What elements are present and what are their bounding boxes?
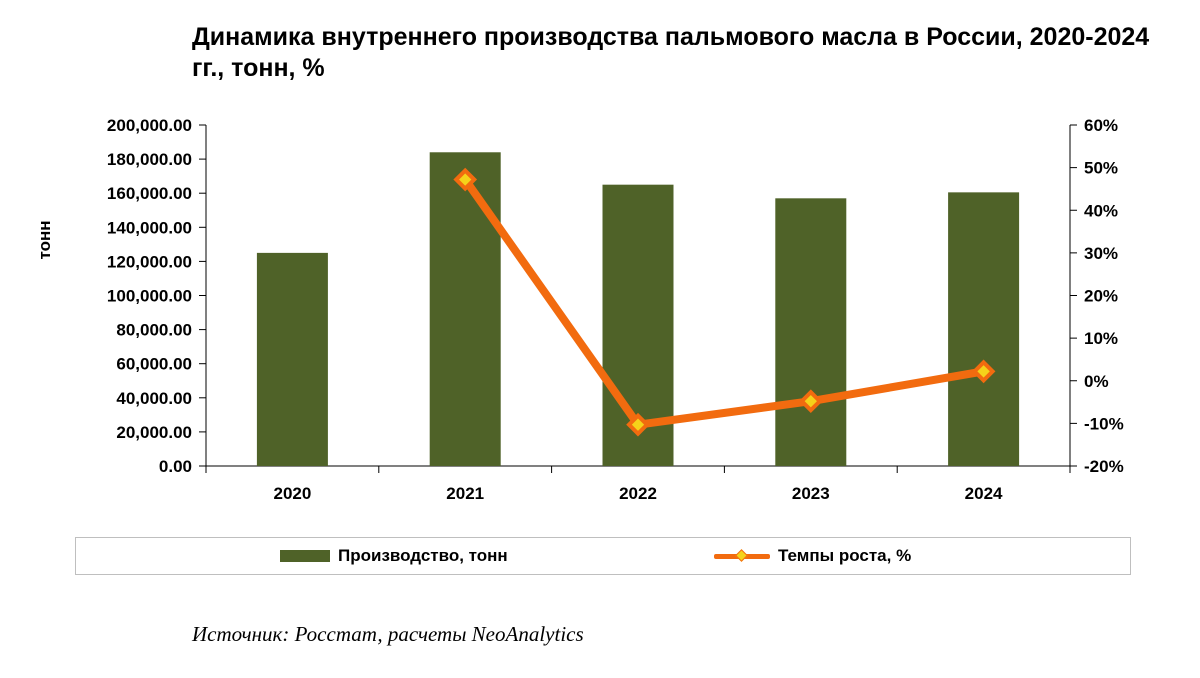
legend-label-production: Производство, тонн: [338, 546, 508, 565]
y2-tick-label: -20%: [1084, 457, 1124, 476]
x-tick-label: 2021: [446, 484, 484, 503]
y2-tick-label: 10%: [1084, 329, 1118, 348]
x-tick-label: 2023: [792, 484, 830, 503]
y-tick-label: 160,000.00: [107, 184, 192, 203]
growth-marker: [453, 167, 478, 192]
growth-marker: [798, 389, 823, 414]
y-tick-label: 40,000.00: [116, 389, 192, 408]
y-tick-label: 200,000.00: [107, 116, 192, 135]
growth-marker: [626, 412, 650, 437]
y2-tick-label: 30%: [1084, 244, 1118, 263]
y2-tick-label: 50%: [1084, 159, 1118, 178]
y2-tick-label: 0%: [1084, 372, 1109, 391]
bar: [429, 152, 501, 466]
y-tick-label: 100,000.00: [107, 287, 192, 306]
legend-swatch-bar: [280, 550, 330, 562]
y-tick-label: 140,000.00: [107, 218, 192, 237]
chart-title: Динамика внутреннего производства пальмо…: [192, 23, 1150, 82]
y2-tick-label: -10%: [1084, 414, 1124, 433]
legend-item-growth: Темпы роста, %: [714, 538, 911, 574]
y2-tick-label: 40%: [1084, 201, 1118, 220]
source-note: Источник: Росстат, расчеты NeoAnalytics: [192, 622, 584, 646]
growth-line: [461, 175, 988, 429]
y-tick-label: 180,000.00: [107, 150, 192, 169]
y-tick-label: 0.00: [159, 457, 192, 476]
bar: [775, 198, 847, 466]
legend-swatch-line: [714, 549, 770, 562]
bar: [256, 252, 328, 466]
y-tick-label: 80,000.00: [116, 321, 192, 340]
x-tick-label: 2020: [273, 484, 311, 503]
legend-item-production: Производство, тонн: [280, 538, 508, 574]
y2-tick-label: 20%: [1084, 287, 1118, 306]
x-tick-label: 2024: [965, 484, 1003, 503]
legend-label-growth: Темпы роста, %: [778, 546, 912, 565]
y2-tick-label: 60%: [1084, 116, 1118, 135]
growth-marker: [971, 359, 996, 384]
chart-plot: 0.00 20,000.00 40,000.00 60,000.00 80,000.00…: [35, 116, 1124, 503]
y-tick-label: 60,000.00: [116, 355, 192, 374]
y-tick-label: 120,000.00: [107, 252, 192, 271]
bar: [948, 192, 1020, 466]
y-axis-title: тонн: [35, 220, 54, 259]
x-tick-label: 2022: [619, 484, 657, 503]
chart-legend: Производство, тонн Темпы роста, %: [75, 537, 1131, 575]
y-tick-label: 20,000.00: [116, 423, 192, 442]
